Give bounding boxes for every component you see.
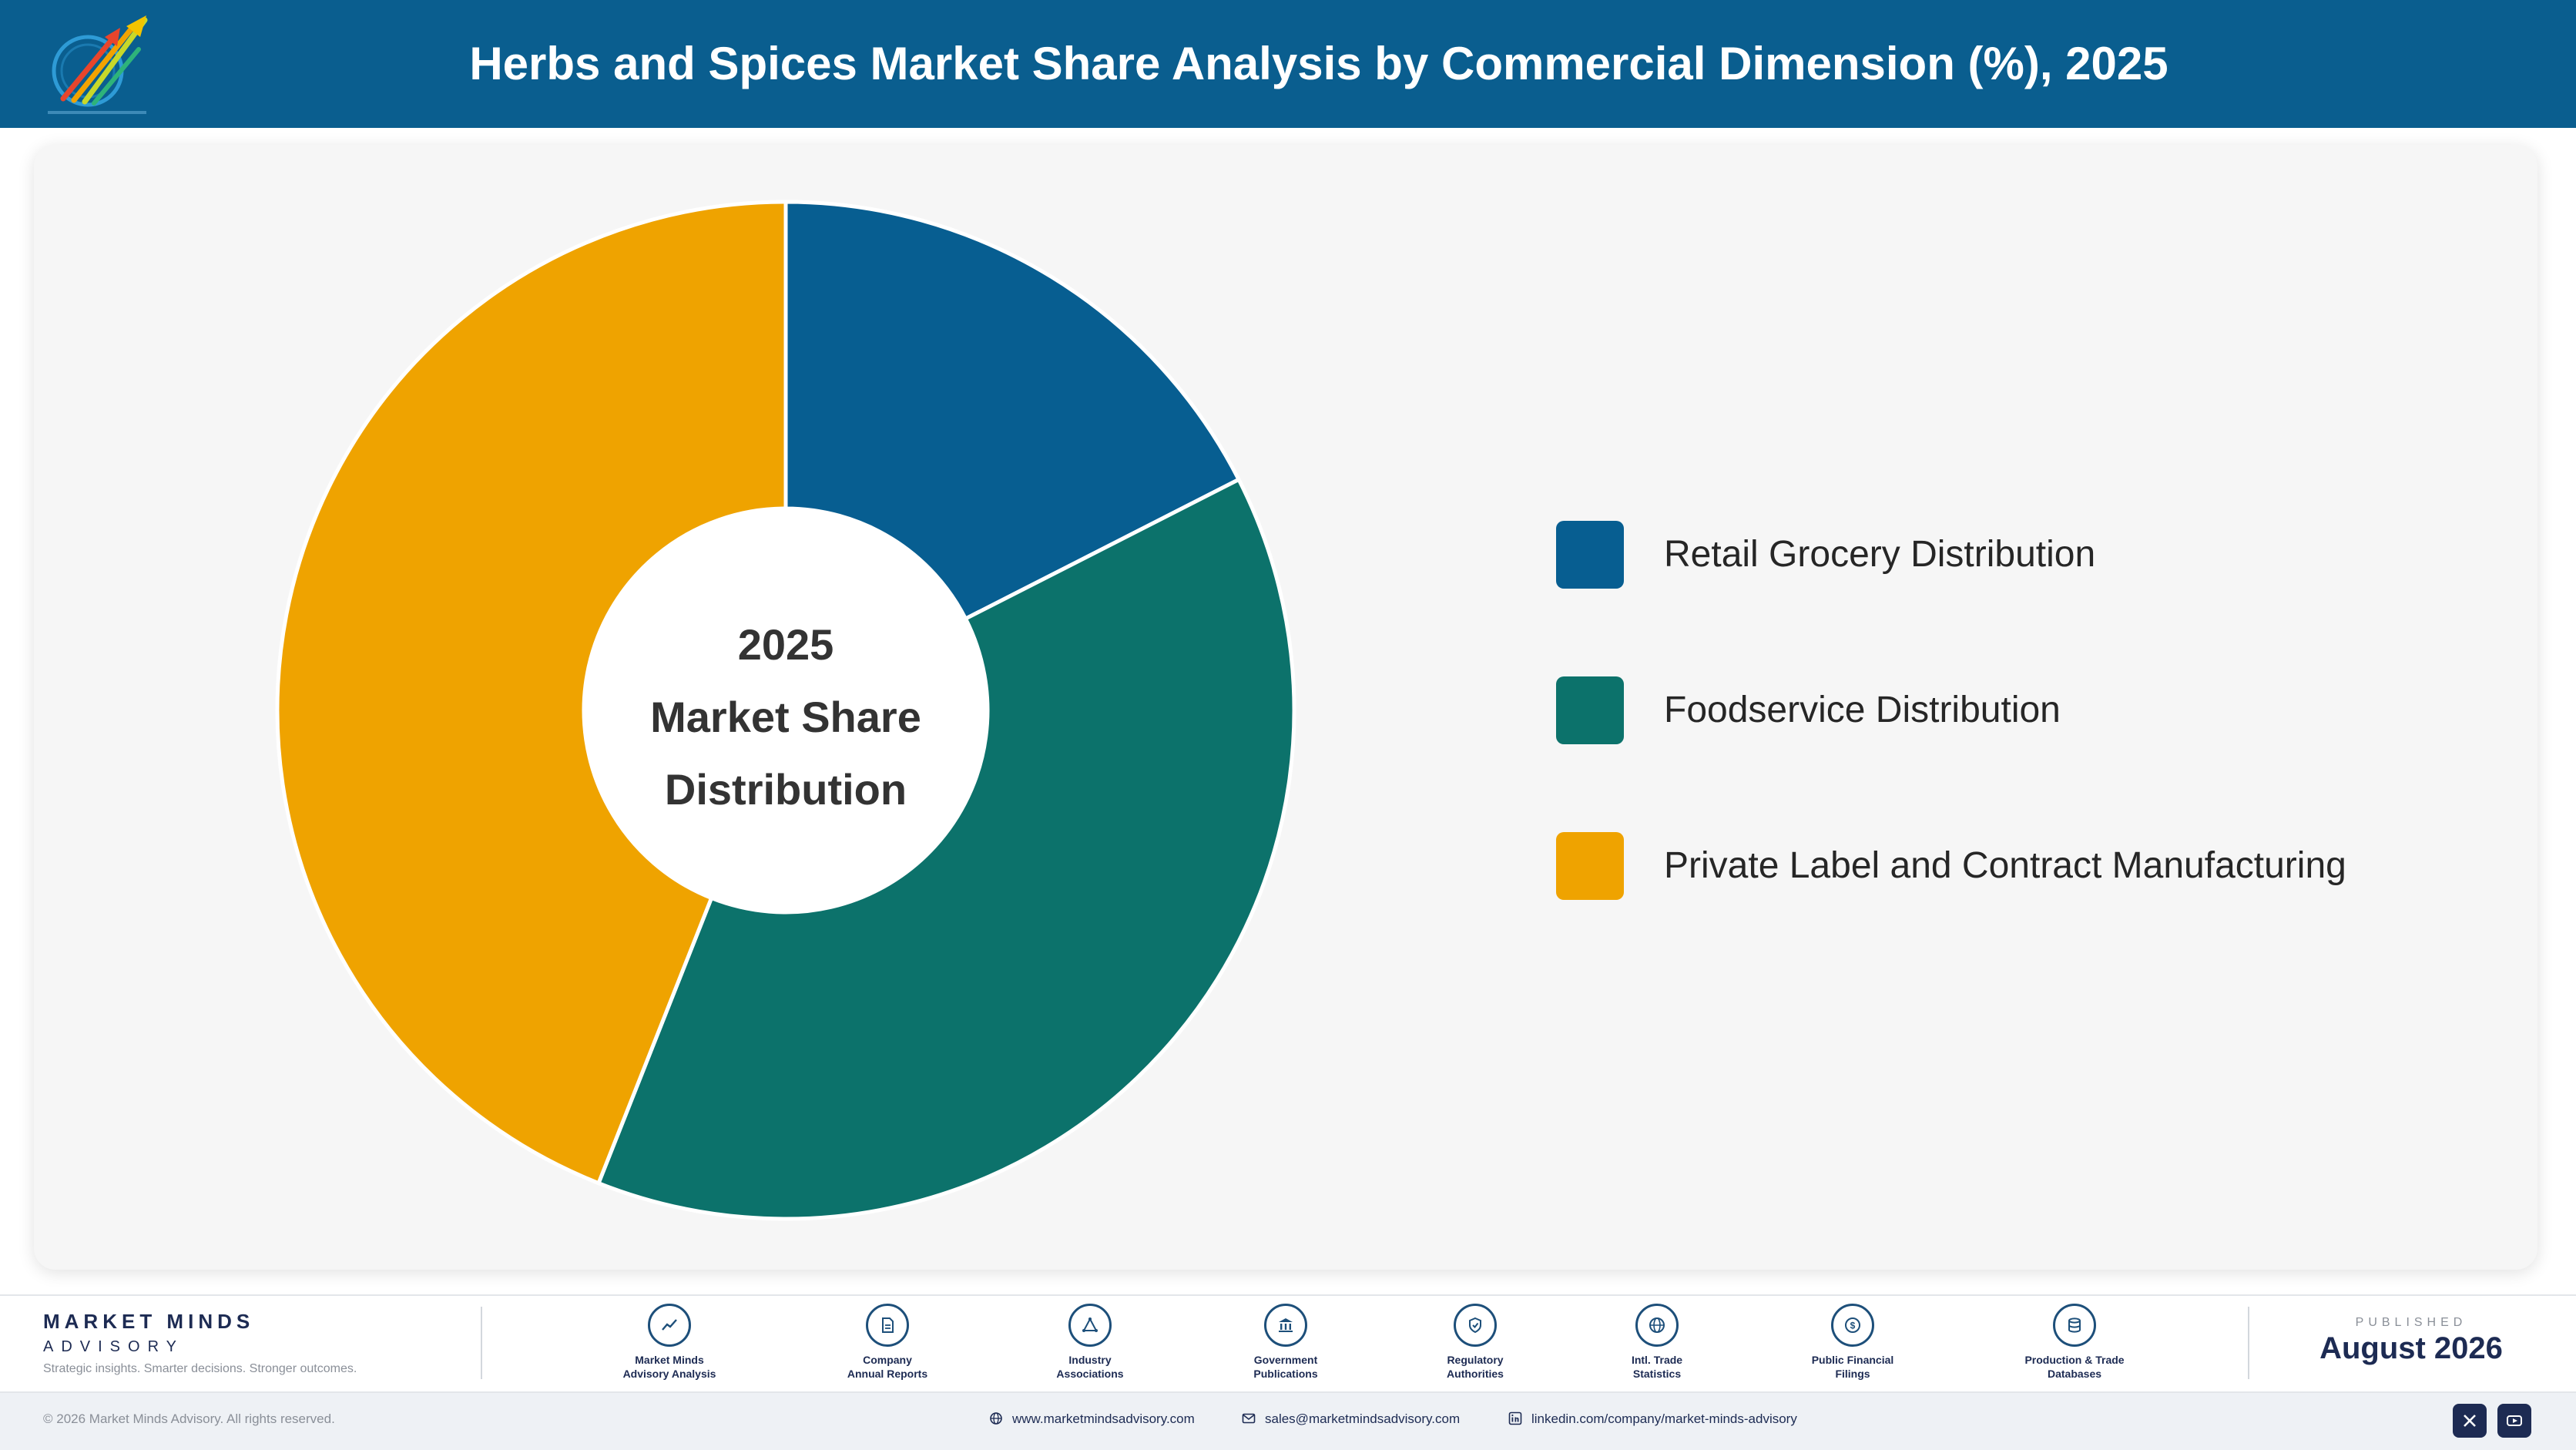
donut-center-label: 2025 Market Share Distribution	[601, 609, 971, 826]
brand-tagline: Strategic insights. Smarter decisions. S…	[43, 1362, 357, 1375]
chart-title: Herbs and Spices Market Share Analysis b…	[469, 38, 2168, 89]
legend-swatch-foodservice	[1556, 676, 1624, 744]
shield-check-icon	[1454, 1304, 1497, 1347]
trend-chart-icon	[648, 1304, 691, 1347]
source-label: Industry Associations	[1056, 1354, 1124, 1380]
center-label-line2: Market Share	[650, 693, 921, 741]
globe-icon	[1635, 1304, 1679, 1347]
footer-bottom-bar	[0, 1391, 2576, 1450]
source-label: Regulatory Authorities	[1447, 1354, 1504, 1380]
copyright-text: © 2026 Market Minds Advisory. All rights…	[43, 1411, 335, 1426]
brand-sub: ADVISORY	[43, 1338, 184, 1355]
legend-item-foodservice: Foodservice Distribution	[1556, 676, 2558, 744]
source-label: Company Annual Reports	[847, 1354, 928, 1380]
source-government-publications[interactable]: Government Publications	[1197, 1304, 1374, 1381]
source-label: Intl. Trade Statistics	[1631, 1354, 1683, 1380]
source-label: Government Publications	[1253, 1354, 1318, 1380]
youtube-social-button[interactable]	[2497, 1404, 2531, 1438]
legend-label-foodservice: Foodservice Distribution	[1664, 690, 2061, 730]
mail-icon	[1242, 1413, 1256, 1424]
linkedin-link[interactable]: linkedin.com/company/market-minds-adviso…	[1508, 1411, 1797, 1427]
legend-swatch-retail	[1556, 521, 1624, 589]
footer-divider-right	[2248, 1307, 2249, 1379]
legend-item-private-label: Private Label and Contract Manufacturing	[1556, 832, 2558, 900]
source-trade-databases[interactable]: Production & Trade Databases	[1986, 1304, 2163, 1381]
source-financial-filings[interactable]: $ Public Financial Filings	[1764, 1304, 1941, 1381]
source-label: Production & Trade Databases	[2024, 1354, 2125, 1380]
center-label-year: 2025	[737, 620, 834, 669]
published-date: August 2026	[2319, 1331, 2503, 1365]
website-link[interactable]: www.marketmindsadvisory.com	[989, 1411, 1195, 1427]
linkedin-icon	[1508, 1411, 1522, 1425]
svg-text:$: $	[1850, 1321, 1856, 1331]
legend-label-retail: Retail Grocery Distribution	[1664, 534, 2096, 575]
source-label: Public Financial Filings	[1811, 1354, 1894, 1380]
email-link[interactable]: sales@marketmindsadvisory.com	[1242, 1411, 1460, 1427]
footer-divider-left	[481, 1307, 482, 1379]
government-building-icon	[1264, 1304, 1307, 1347]
youtube-icon	[2507, 1415, 2522, 1426]
legend-swatch-private-label	[1556, 832, 1624, 900]
market-minds-logo-icon	[48, 15, 148, 114]
source-industry-associations[interactable]: Industry Associations	[1001, 1304, 1179, 1381]
legend-label-private-label: Private Label and Contract Manufacturing	[1664, 845, 2346, 886]
linkedin-text: linkedin.com/company/market-minds-adviso…	[1531, 1411, 1797, 1426]
x-icon	[2464, 1415, 2476, 1427]
center-label-line3: Distribution	[664, 765, 907, 814]
source-advisory-analysis[interactable]: Market Minds Advisory Analysis	[581, 1304, 758, 1381]
globe-icon	[990, 1412, 1002, 1425]
x-social-button[interactable]	[2453, 1404, 2487, 1438]
source-label: Market Minds Advisory Analysis	[622, 1354, 716, 1380]
brand-name: MARKET MINDS	[43, 1310, 255, 1333]
header-bar: Herbs and Spices Market Share Analysis b…	[0, 0, 2576, 128]
database-icon	[2053, 1304, 2096, 1347]
published-label: PUBLISHED	[2355, 1316, 2467, 1329]
source-annual-reports[interactable]: Company Annual Reports	[799, 1304, 976, 1381]
dollar-coin-icon: $	[1831, 1304, 1874, 1347]
source-regulatory-authorities[interactable]: Regulatory Authorities	[1387, 1304, 1564, 1381]
website-text: www.marketmindsadvisory.com	[1012, 1411, 1195, 1426]
email-text: sales@marketmindsadvisory.com	[1265, 1411, 1461, 1426]
network-icon	[1068, 1304, 1112, 1347]
document-icon	[866, 1304, 909, 1347]
legend-item-retail: Retail Grocery Distribution	[1556, 521, 2558, 589]
source-trade-statistics[interactable]: Intl. Trade Statistics	[1568, 1304, 1746, 1381]
